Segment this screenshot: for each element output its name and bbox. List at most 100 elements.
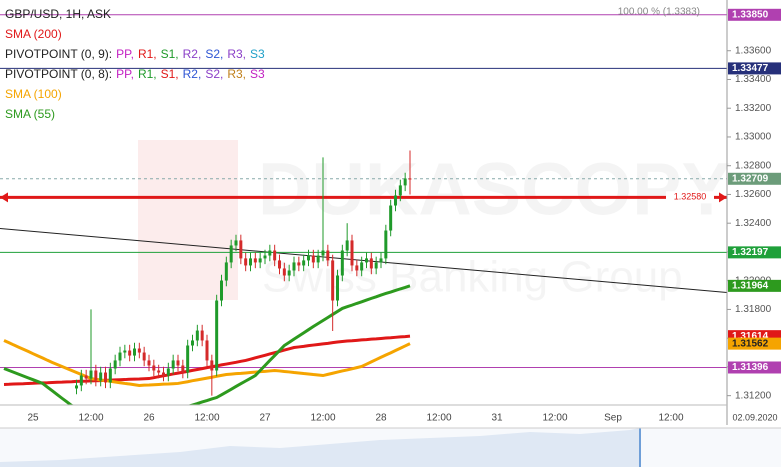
fibo-label: 100.00 % (1.3383) (618, 7, 700, 18)
x-tick-label: 12:00 (310, 413, 335, 424)
candle-body (384, 230, 388, 259)
candle-body (263, 255, 267, 259)
candle-body (249, 258, 252, 266)
price-box-label: 1.32197 (732, 247, 769, 258)
watermark-subtext: Swiss Banking Group (262, 253, 683, 302)
price-box-label: 1.31964 (732, 280, 769, 291)
candle-body (307, 255, 310, 261)
candle-body (210, 360, 214, 371)
pivot-legend: PIVOTPOINT (0, 9): PP, R1, S1, R2, S2, R3, S3 (5, 47, 265, 61)
candle-body (215, 300, 219, 371)
candle-body (302, 260, 306, 266)
legend: GBP/USD, 1H, ASK SMA (200) PIVOTPOINT (0, … (5, 7, 265, 121)
navigator-area (0, 428, 640, 467)
pivot-legend-item: S3 (250, 67, 265, 81)
candle-body (394, 195, 397, 206)
candle-body (355, 265, 359, 271)
price-box (728, 8, 781, 21)
navigator (0, 427, 781, 467)
candle-body (379, 258, 383, 263)
candle-body (398, 185, 402, 196)
price-box (728, 172, 781, 185)
y-tick-label: 1.33000 (735, 132, 772, 143)
pivot-legend-item: S1, (161, 67, 179, 81)
y-tick-label: 1.32800 (735, 160, 772, 171)
candle-body (186, 345, 190, 373)
candle-body (268, 250, 272, 256)
x-tick-label: 31 (491, 413, 503, 424)
pivot-legend-item: R1, (138, 67, 157, 81)
y-tick-label: 1.32400 (735, 218, 772, 229)
candle-body (253, 258, 257, 263)
price-box (728, 62, 781, 75)
pivot-legend-item: S2, (205, 47, 223, 61)
candle-body (137, 348, 141, 353)
candle-body (84, 375, 88, 379)
y-tick-label: 1.31200 (735, 390, 772, 401)
chart-title: GBP/USD, 1H, ASK (5, 7, 111, 21)
watermark-logo (138, 140, 238, 300)
y-tick-label: 1.31800 (735, 304, 772, 315)
x-tick-label: 26 (143, 413, 155, 424)
candle-body (123, 350, 127, 353)
candle-body (278, 260, 281, 269)
price-box-label: 1.31562 (732, 338, 769, 349)
pivot-legend-item: S1, (161, 47, 179, 61)
candle-body (99, 372, 103, 381)
x-tick-label: 12:00 (78, 413, 103, 424)
level-label: 1.32580 (674, 192, 707, 202)
candle-body (287, 270, 291, 276)
candle-body (75, 385, 78, 389)
candle-body (273, 250, 277, 261)
candle-body (171, 360, 175, 369)
watermark-text: DUKASCOPY (258, 148, 731, 231)
price-box-label: 1.33477 (732, 63, 769, 74)
candle-body (142, 352, 146, 361)
candle-body (162, 372, 165, 376)
candle-body (205, 340, 209, 361)
sma-line (3, 339, 411, 387)
y-tick-label: 1.33200 (735, 103, 772, 114)
candle-body (157, 370, 161, 373)
candle-body (191, 340, 194, 346)
price-box-label: 1.33850 (732, 9, 769, 20)
candle-body (244, 258, 248, 266)
candle-body (316, 255, 320, 263)
x-tick-label: 28 (375, 413, 387, 424)
candle-body (258, 258, 262, 263)
pivot-legend-name: PIVOTPOINT (0, 8): (5, 67, 112, 81)
candle-body (152, 365, 156, 371)
candle-body (297, 262, 301, 266)
candle-body (239, 240, 243, 259)
candle-body (118, 352, 122, 361)
y-tick-label: 1.32600 (735, 189, 772, 200)
x-tick-label: 12:00 (542, 413, 567, 424)
price-box-label: 1.31396 (732, 362, 769, 373)
candle-body (369, 258, 373, 269)
candle-body (234, 240, 238, 246)
cursor-date: 02.09.2020 (732, 412, 777, 422)
candle-body (389, 205, 393, 231)
candle-body (113, 360, 117, 369)
y-tick-label: 1.33600 (735, 45, 772, 56)
candle-body (176, 360, 180, 366)
legend-entry: SMA (55) (5, 107, 55, 121)
candle-body (94, 370, 98, 381)
legend-entry: SMA (200) (5, 27, 62, 41)
candle-body (345, 240, 349, 251)
pivot-legend-item: R3, (227, 67, 246, 81)
price-box-label: 1.32709 (732, 173, 769, 184)
price-box (728, 361, 781, 374)
price-box (728, 246, 781, 259)
candle-body (133, 348, 136, 356)
candle-body (166, 368, 170, 376)
candle-body (89, 370, 93, 379)
candle-body (224, 262, 228, 281)
candle-body (336, 275, 339, 301)
sma-line (3, 284, 411, 405)
candle-body (195, 330, 199, 341)
pivot-legend-name: PIVOTPOINT (0, 9): (5, 47, 112, 61)
x-tick-label: Sep (604, 413, 622, 424)
pivot-legend: PIVOTPOINT (0, 8): PP, R1, S1, R2, S2, R3, S3 (5, 67, 265, 81)
